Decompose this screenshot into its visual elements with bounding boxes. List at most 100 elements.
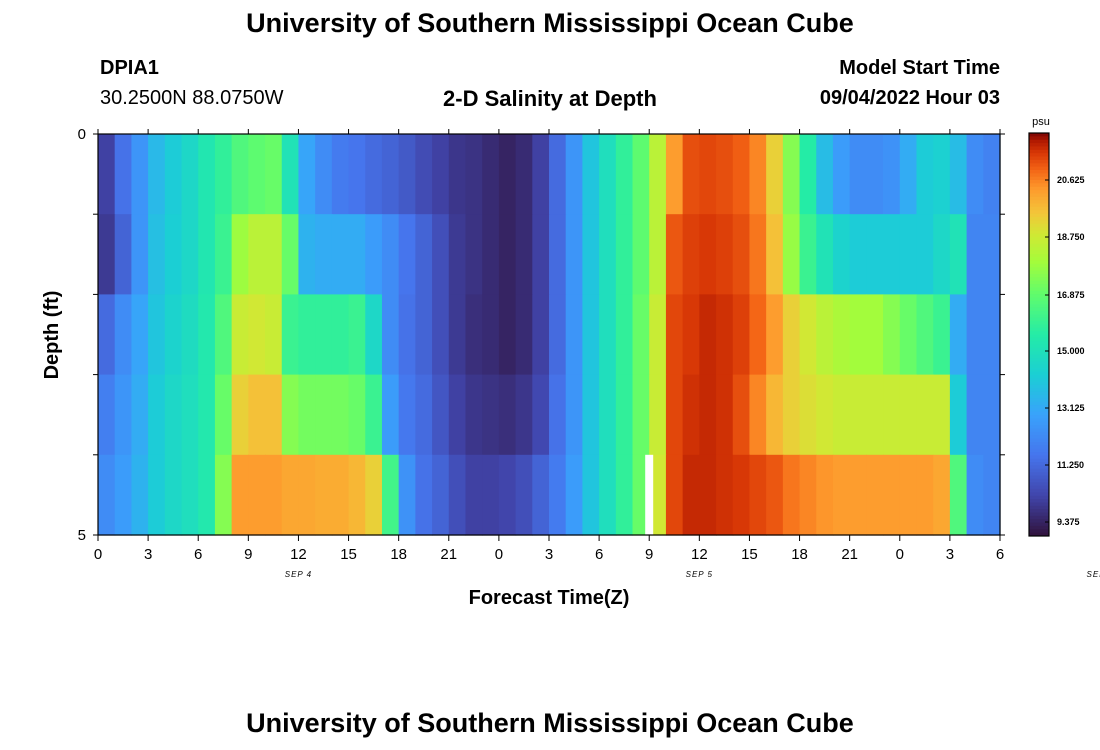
heatmap-cell — [916, 374, 934, 456]
heatmap-cell — [716, 134, 734, 215]
colorbar-segment — [1029, 314, 1049, 319]
colorbar-segment — [1029, 415, 1049, 419]
heatmap-cell — [148, 134, 166, 215]
colorbar-segment — [1029, 455, 1049, 460]
heatmap-cell — [766, 454, 784, 536]
colorbar-segment — [1029, 472, 1049, 477]
heatmap-cell — [98, 374, 116, 456]
heatmap-cell — [265, 454, 283, 536]
colorbar-segment — [1029, 233, 1049, 238]
colorbar-segment — [1029, 435, 1049, 440]
y-tick-label: 0 — [78, 126, 86, 143]
colorbar-segment — [1029, 421, 1049, 426]
colorbar-segment — [1029, 358, 1049, 362]
colorbar-segment — [1029, 465, 1049, 470]
colorbar-segment — [1029, 321, 1049, 325]
heatmap-cell — [465, 374, 483, 456]
heatmap-cell — [348, 454, 366, 536]
colorbar-segment — [1029, 267, 1049, 272]
heatmap-cell — [799, 134, 817, 215]
x-tick-label: 18 — [390, 546, 407, 563]
heatmap-cell — [398, 374, 416, 456]
heatmap-cell — [599, 454, 617, 536]
heatmap-cell — [398, 214, 416, 295]
heatmap-cell — [782, 454, 801, 536]
colorbar-segment — [1029, 210, 1049, 215]
heatmap-cell — [532, 294, 550, 376]
x-tick-label: 3 — [144, 546, 152, 563]
heatmap-cell — [599, 294, 617, 376]
colorbar-segment — [1029, 290, 1049, 295]
heatmap-cell — [298, 134, 316, 215]
heatmap-cell — [214, 374, 233, 456]
heatmap-cell — [298, 374, 316, 456]
colorbar-segment — [1029, 401, 1049, 406]
heatmap-cell — [164, 214, 183, 295]
heatmap-cell — [465, 454, 483, 536]
colorbar-segment — [1029, 280, 1049, 285]
heatmap-cell — [164, 374, 183, 456]
colorbar-tick-label: 15.000 — [1057, 346, 1085, 356]
heatmap-cell — [816, 294, 834, 376]
heatmap-cell — [649, 134, 667, 215]
heatmap-cell — [148, 454, 166, 536]
colorbar-frame — [1028, 132, 1050, 537]
colorbar-segment — [1029, 183, 1049, 188]
heatmap-cell — [432, 294, 450, 376]
colorbar-segment — [1029, 505, 1049, 510]
heatmap-cell — [983, 374, 1001, 456]
colorbar-tick-label: 11.250 — [1057, 460, 1084, 470]
heatmap-cell — [749, 214, 767, 295]
heatmap-cell — [482, 454, 500, 536]
heatmap-cell — [916, 134, 934, 215]
model-start-value: 09/04/2022 Hour 03 — [819, 87, 1000, 109]
heatmap-cell — [214, 134, 233, 215]
heatmap-cell — [782, 294, 801, 376]
heatmap-cell — [832, 214, 851, 295]
heatmap-cell — [398, 134, 416, 215]
heatmap-cell — [866, 134, 884, 215]
colorbar-segment — [1029, 394, 1049, 399]
heatmap-cell — [148, 214, 166, 295]
heatmap-cell — [465, 214, 483, 295]
colorbar-segment — [1029, 411, 1049, 416]
x-tick-label: 0 — [896, 546, 904, 563]
heatmap-cell — [899, 454, 918, 536]
heatmap-cell — [549, 454, 567, 536]
colorbar-segment — [1029, 206, 1049, 211]
heatmap-cell — [515, 374, 533, 456]
heatmap-cell — [415, 134, 433, 215]
heatmap-cell — [515, 214, 533, 295]
x-tick-label: 9 — [645, 546, 653, 563]
colorbar-unit: psu — [1032, 116, 1050, 128]
colorbar-segment — [1029, 307, 1049, 312]
heatmap-cell — [649, 374, 667, 456]
colorbar-segment — [1029, 324, 1049, 329]
heatmap-cell — [448, 374, 467, 456]
heatmap-cell — [799, 294, 817, 376]
heatmap-cell — [98, 294, 116, 376]
heatmap-cell — [565, 214, 583, 295]
heatmap-cell — [114, 374, 132, 456]
heatmap-cell — [298, 214, 316, 295]
colorbar-segment — [1029, 287, 1049, 292]
heatmap-cell — [582, 374, 600, 456]
heatmap-cell — [682, 374, 700, 456]
heatmap-cell — [866, 374, 884, 456]
heatmap-cell — [381, 454, 400, 536]
colorbar-segment — [1029, 391, 1049, 396]
heatmap-cell — [131, 214, 149, 295]
heatmap-cell — [231, 214, 249, 295]
heatmap-cell — [749, 374, 767, 456]
heatmap-cell — [799, 454, 817, 536]
colorbar-segment — [1029, 525, 1049, 530]
heatmap-cell — [114, 294, 132, 376]
heatmap-cell — [699, 134, 717, 215]
heatmap-cell — [565, 374, 583, 456]
heatmap-cell — [265, 294, 283, 376]
colorbar-segment — [1029, 220, 1049, 225]
heatmap-cell — [549, 374, 567, 456]
heatmap-cell — [699, 214, 717, 295]
heatmap-cell — [365, 134, 383, 215]
colorbar-segment — [1029, 257, 1049, 262]
